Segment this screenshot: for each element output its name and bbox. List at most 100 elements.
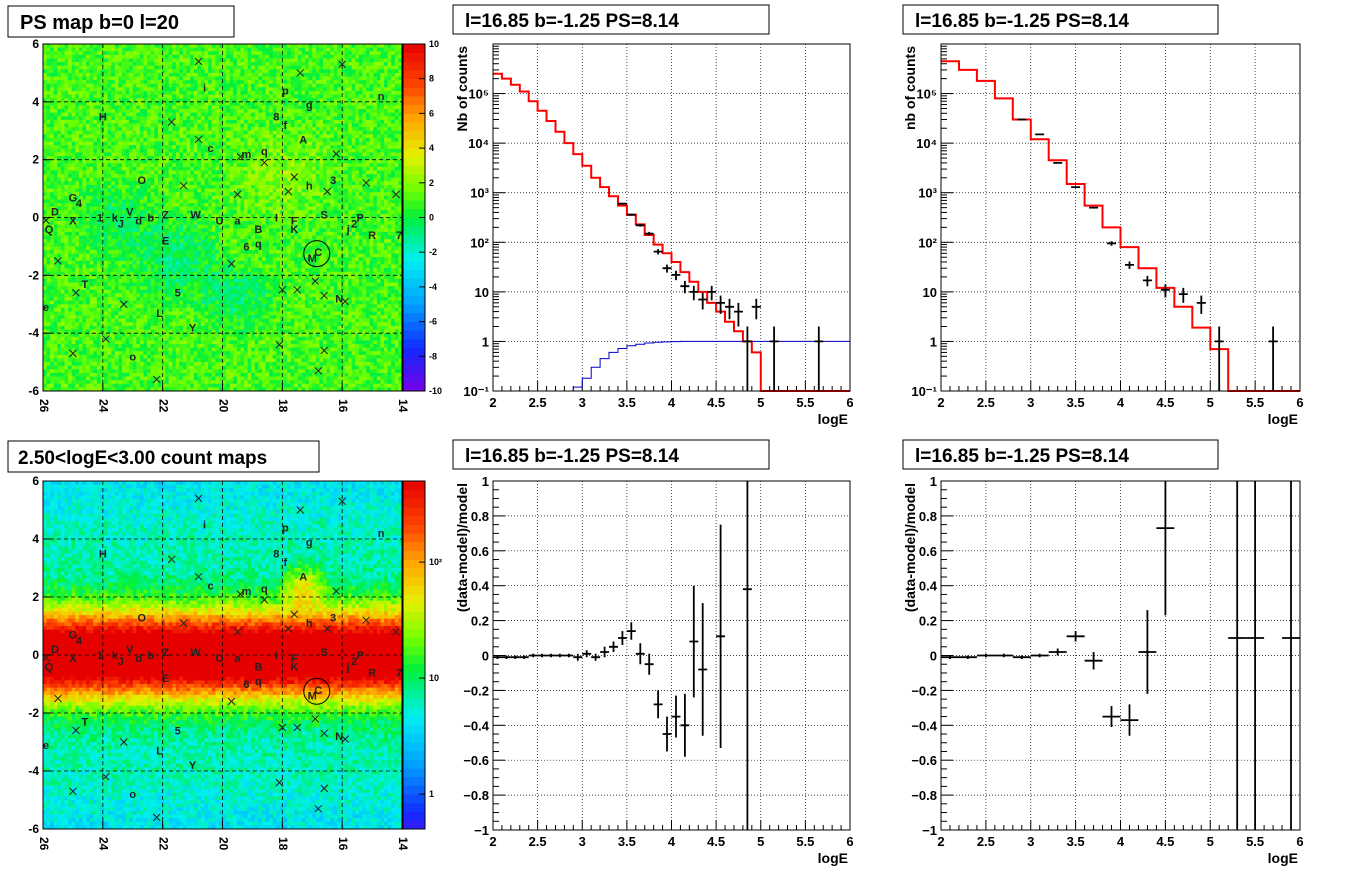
residual-point (653, 690, 663, 719)
x-tick-label: 4 (1117, 834, 1125, 849)
y-tick-label: 1 (930, 334, 937, 349)
map-y-tick-label: 0 (32, 211, 39, 225)
colorbar-tick-label: 10 (429, 39, 439, 49)
source-label: q (255, 676, 262, 688)
source-label: 8 (273, 111, 279, 123)
data-point (1142, 275, 1152, 287)
source-label: D (51, 644, 59, 656)
residual-point (600, 646, 609, 658)
title-box-map-counts: 2.50<logE<3.00 count maps (7, 440, 320, 473)
map-x-tick-label: 14 (396, 399, 410, 413)
x-tick-label: 2 (489, 834, 496, 849)
map-y-tick-label: 4 (32, 532, 39, 546)
y-axis-label: nb of counts (902, 46, 918, 130)
colorbar-tick-label: 0 (429, 213, 434, 223)
y-tick-label: 0.6 (471, 544, 489, 559)
x-tick-label: 2.5 (977, 395, 995, 410)
map-y-tick-label: 4 (32, 95, 39, 109)
y-tick-label: 0.2 (471, 614, 489, 629)
residual-point (1228, 481, 1247, 830)
source-label: k (112, 213, 119, 225)
y-tick-label: −0.8 (463, 788, 489, 803)
colorbar-segment (403, 104, 425, 114)
source-label: Y (189, 760, 197, 772)
y-tick-label: 0.4 (919, 579, 938, 594)
map-x-tick-label: 16 (336, 837, 350, 851)
source-label: h (306, 181, 313, 193)
source-label: c (207, 580, 213, 592)
spectrum-right-panel: 2 2.5 3 3.5 4 4.5 5 5.5 6 10⁻¹ 1 10 10² 10³ 10⁴ 10⁵ logE… (902, 43, 1304, 427)
source-cross-marker (179, 181, 188, 190)
residual-point (941, 655, 959, 659)
data-point (742, 326, 752, 391)
colorbar-segment (403, 489, 425, 499)
y-tick-label: 10³ (918, 186, 937, 201)
colorbar-segment (403, 507, 425, 517)
y-tick-label: 10⁵ (916, 87, 937, 102)
x-tick-label: 5.5 (1246, 395, 1264, 410)
data-point (716, 295, 725, 314)
source-label: 6 (243, 241, 249, 253)
map-y-tick-label: -6 (28, 384, 39, 398)
data-point (698, 292, 708, 310)
colorbar-segment (403, 628, 425, 638)
colorbar-segment (403, 655, 425, 665)
colorbar-segment (403, 515, 425, 525)
residual-point (976, 653, 995, 658)
y-tick-label: 0.8 (471, 509, 489, 524)
colorbar-segment (403, 559, 425, 569)
source-cross-marker (320, 291, 329, 300)
y-tick-label: 10⁴ (468, 136, 489, 151)
colorbar-segment (403, 742, 425, 752)
colorbar-segment (403, 533, 425, 543)
x-axis-label: logE (1268, 850, 1298, 866)
colorbar-segment (403, 820, 425, 830)
map-y-tick-label: 2 (32, 590, 39, 604)
model-histogram-line (493, 72, 850, 392)
colorbar-segment (403, 52, 425, 62)
colorbar-segment (403, 78, 425, 88)
title-box-res-left: l=16.85 b=-1.25 PS=8.14 (452, 439, 770, 470)
y-tick-label: 10 (475, 285, 489, 300)
colorbar-segment (403, 278, 425, 288)
source-label: h (306, 618, 313, 630)
source-label: D (51, 207, 59, 219)
source-label: 2 (351, 656, 357, 668)
source-label: 1 (97, 213, 103, 225)
x-tick-label: 5.5 (796, 834, 814, 849)
source-label: N (335, 293, 343, 305)
source-label: c (207, 143, 213, 155)
colorbar-segment (403, 768, 425, 778)
source-cross-marker (323, 187, 332, 196)
source-label: n (378, 528, 385, 540)
source-cross-marker (179, 619, 188, 627)
residual-point (493, 655, 502, 659)
source-cross-marker (362, 616, 370, 625)
source-cross-marker (341, 297, 350, 306)
x-tick-label: 6 (846, 834, 853, 849)
map-x-tick-label: 20 (216, 837, 230, 851)
source-label: B (254, 224, 262, 236)
map-x-tick-label: 20 (216, 399, 230, 413)
source-label: A (299, 134, 307, 146)
colorbar-tick-label: -8 (429, 351, 437, 361)
data-point (769, 326, 779, 391)
residual-point (689, 585, 699, 698)
source-cross-marker (119, 300, 128, 309)
source-cross-marker (341, 735, 350, 743)
source-label: f (283, 557, 287, 569)
source-cross-marker (296, 506, 305, 514)
source-label: F (291, 653, 298, 665)
source-label: M (308, 691, 317, 703)
x-tick-label: 4 (668, 395, 676, 410)
colorbar-segment (403, 70, 425, 80)
colorbar-segment (403, 698, 425, 708)
source-cross-marker (260, 158, 269, 167)
data-point (814, 326, 824, 391)
source-cross-marker (42, 216, 50, 225)
colorbar-tick-label: 10² (429, 557, 442, 567)
source-label: o (129, 789, 136, 801)
data-point (1107, 241, 1116, 246)
source-cross-marker (362, 178, 370, 187)
